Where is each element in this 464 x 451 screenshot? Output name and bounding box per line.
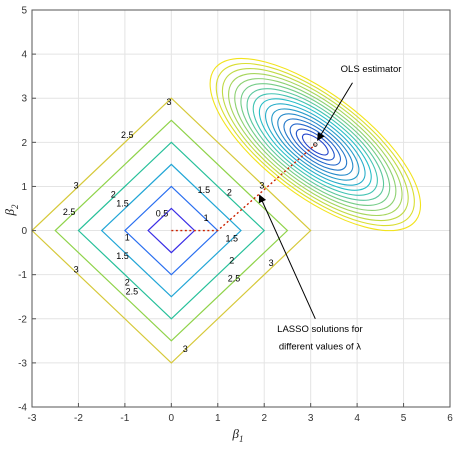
ols-contour [277,113,354,176]
ols-contour [234,78,397,211]
y-tick-label: 4 [21,50,27,61]
plot-frame [31,9,451,408]
contour-label: 1 [204,213,209,223]
contour-label: 0.5 [156,208,169,218]
y-tick-label: 5 [21,6,27,17]
contour-label: 2.5 [121,130,134,140]
lasso-contour [77,141,266,320]
ols-contour [221,68,409,222]
ols-contour [228,73,403,217]
ols-contour [246,88,385,201]
lasso-contours [31,97,312,364]
annotations: OLS estimator LASSO solutions for differen… [258,64,402,353]
ols-point [313,142,318,147]
ols-arrow [317,82,353,141]
lasso-contour [124,185,219,276]
y-tick-label: 1 [21,182,27,193]
x-tick-label: -2 [74,413,83,424]
lasso-contour [147,207,196,254]
contour-label: 3 [74,181,79,191]
contour-label: 2 [229,256,234,266]
y-tick-label: 2 [21,138,27,149]
x-tick-label: 6 [447,413,453,424]
x-tick-label: 1 [215,413,221,424]
lasso-arrow [258,194,316,319]
ols-contour [252,93,378,196]
contour-label: 1.5 [198,185,211,195]
contour-label: 2.5 [126,287,139,297]
ols-contour [265,103,366,186]
y-tick-label: -4 [18,403,27,414]
x-axis-label: β1 [232,426,244,444]
contour-label: 2 [111,189,116,199]
contour-label: 2 [125,278,130,288]
contour-label: 3 [74,264,79,274]
annotation-text: different values of λ [279,342,361,353]
y-tick-label: 3 [21,94,27,105]
contour-label: 3 [259,181,264,191]
ols-contour [258,98,372,191]
contour-label: 1.5 [116,251,129,261]
lasso-contour [54,119,289,342]
x-tick-label: -3 [28,413,37,424]
ols-contour [209,57,422,232]
x-tick-label: 4 [354,413,360,424]
contour-label: 2.5 [63,207,76,217]
y-axis-label: β2 [2,204,20,216]
x-tick-label: 0 [169,413,175,424]
contour-label: 1 [125,232,130,242]
annotation-text: LASSO solutions for [277,324,363,335]
contour-label: 2 [227,187,232,197]
x-tick-label: -1 [120,413,129,424]
ols-contour [271,108,360,181]
contour-label: 1.5 [116,198,129,208]
ols-contours [209,57,422,232]
ols-contour [215,62,415,227]
contour-label: 3 [183,344,188,354]
contour-label: 3 [269,258,274,268]
lasso-contour [100,163,242,298]
y-tick-label: -1 [18,270,27,281]
y-tick-label: 0 [21,226,27,237]
x-tick-label: 5 [401,413,407,424]
lasso-path-line [171,144,316,232]
x-tick-label: 2 [261,413,267,424]
y-tick-label: -3 [18,358,27,369]
ols-contour [240,83,391,206]
contour-label: 3 [167,97,172,107]
lasso-path [171,142,318,232]
contour-label: 1.5 [225,234,238,244]
y-tick-label: -2 [18,314,27,325]
contour-label: 2.5 [228,273,241,283]
x-tick-label: 3 [308,413,314,424]
annotation-text: OLS estimator [341,64,402,75]
